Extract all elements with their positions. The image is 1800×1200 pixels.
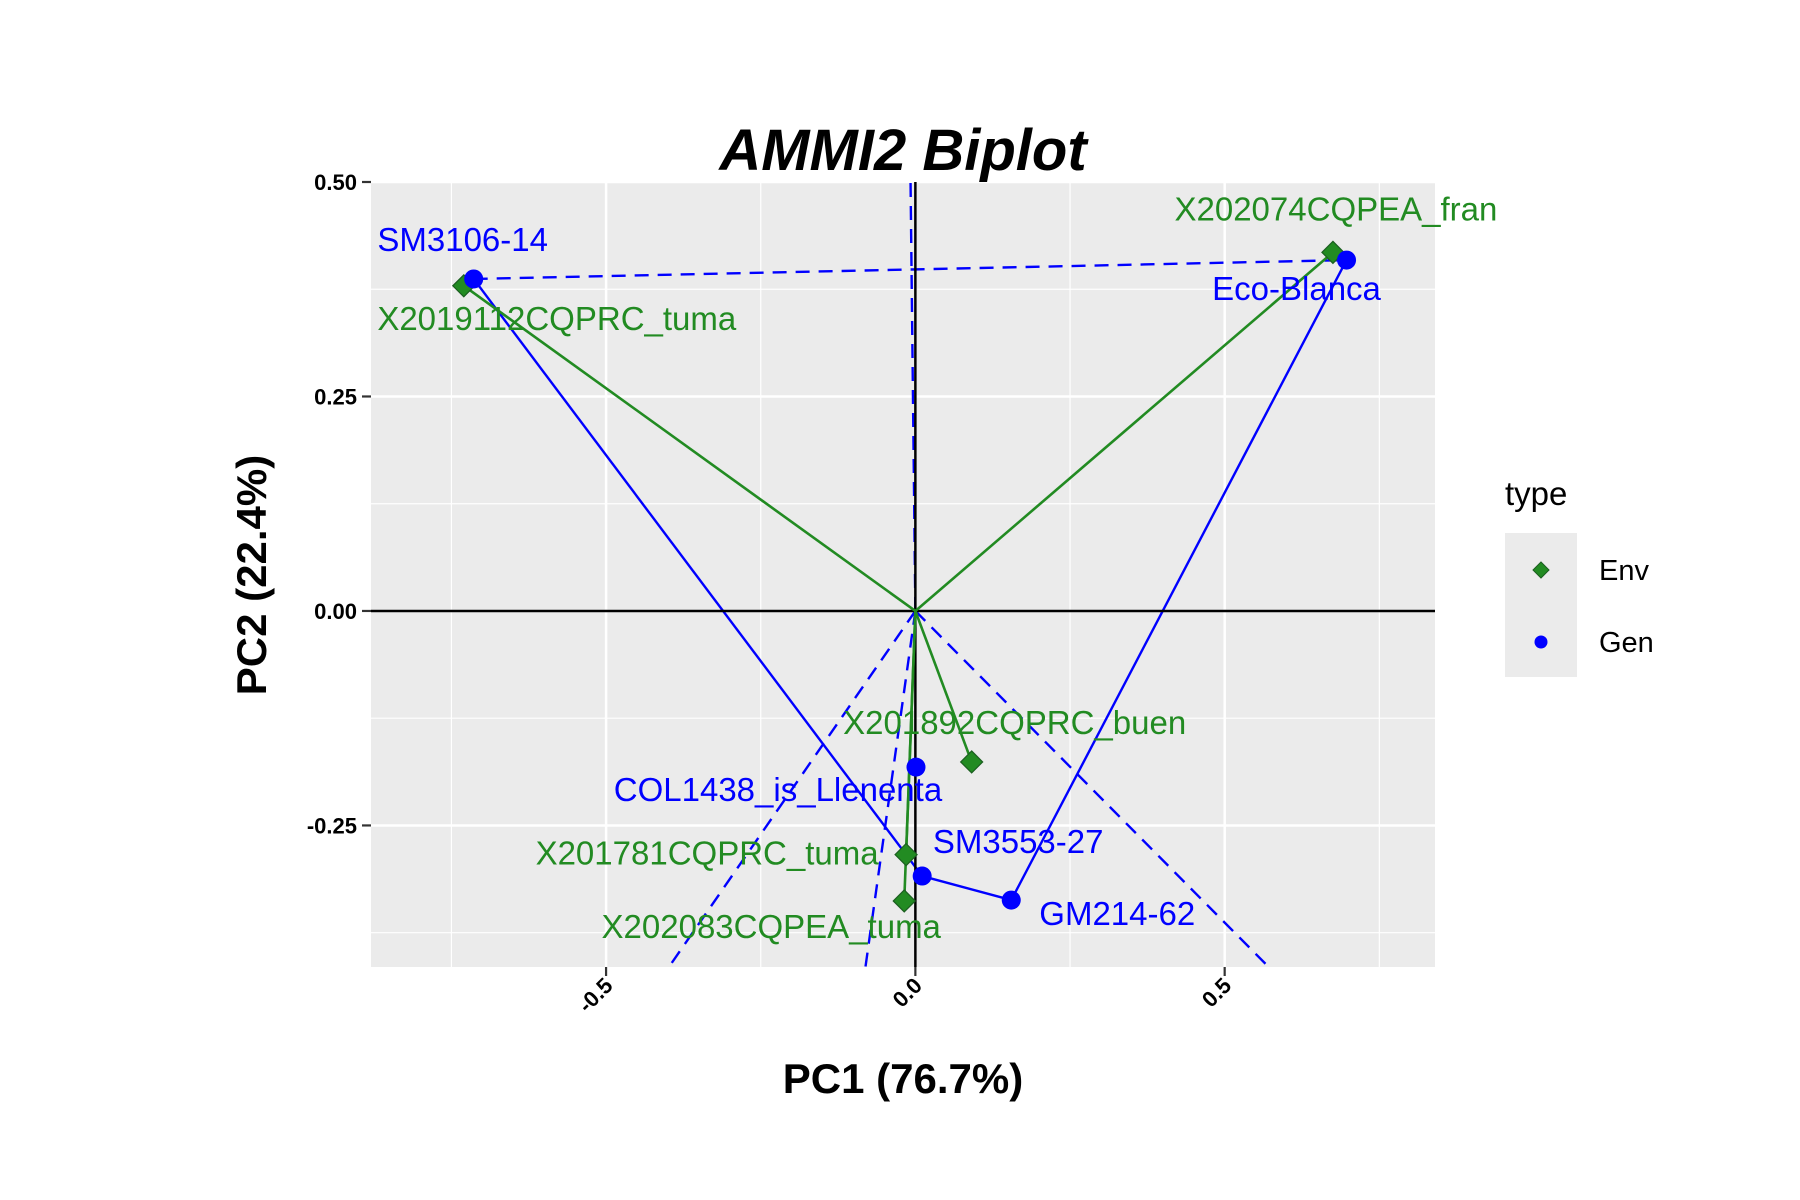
- legend-label: Env: [1599, 555, 1649, 587]
- environment-vectors: [463, 251, 1334, 901]
- gen-point-marker: [906, 757, 926, 777]
- env-vector: [463, 284, 917, 613]
- y-tick-label: 0.50: [314, 170, 357, 195]
- point-label: GM214-62: [1039, 895, 1195, 932]
- x-tick-label: -0.5: [573, 973, 617, 1017]
- gen-point-marker: [1337, 250, 1357, 270]
- point-label: Eco-Blanca: [1212, 270, 1381, 307]
- gen-point-marker: [912, 866, 932, 886]
- point-label: X202074CQPEA_fran: [1174, 190, 1497, 227]
- gen-point-marker: [464, 269, 484, 289]
- legend-label: Gen: [1599, 627, 1654, 659]
- y-tick-label: 0.00: [314, 599, 357, 624]
- origin-axes: [371, 182, 1435, 967]
- point-labels: X202074CQPEA_fran X2019112CQPRC_tuma X2018…: [377, 190, 1497, 945]
- minor-gridlines: [371, 182, 1435, 967]
- x-tick-label: 0.0: [888, 973, 927, 1012]
- chart-title: AMMI2 Biplot: [717, 118, 1089, 183]
- point-label: X2019112CQPRC_tuma: [377, 300, 737, 337]
- hull-edge: [473, 258, 1347, 281]
- gen-point-marker: [1001, 890, 1021, 910]
- point-label: X201781CQPRC_tuma: [536, 835, 880, 872]
- sector-ray: [914, 610, 1270, 968]
- plot-panel: [371, 182, 1435, 967]
- y-axis-title: PC2 (22.4%): [228, 455, 275, 695]
- point-label: SM3106-14: [377, 221, 548, 258]
- sector-ray: [667, 610, 917, 968]
- y-tick-label: -0.25: [307, 813, 357, 838]
- x-tick-label: 0.5: [1197, 973, 1236, 1012]
- point-label: X202083CQPEA_tuma: [602, 908, 942, 945]
- hull-edge: [921, 874, 1012, 902]
- point-label: COL1438_is_Llenenta: [614, 771, 943, 808]
- env-point-marker: [894, 842, 918, 867]
- env-vector: [914, 610, 973, 763]
- x-axis-ticks: -0.5 0.0 0.5: [573, 967, 1236, 1017]
- legend-title: type: [1505, 475, 1567, 512]
- legend-gen-key: [1534, 635, 1548, 649]
- legend: type Env Gen: [1505, 475, 1654, 677]
- legend-env-key: [1532, 561, 1550, 579]
- env-point-marker: [959, 750, 984, 774]
- sector-ray: [864, 610, 917, 968]
- y-tick-label: 0.25: [314, 384, 357, 409]
- y-axis-ticks: 0.50 0.25 0.00 -0.25: [307, 170, 371, 838]
- data-points: [451, 240, 1357, 913]
- hull-edge: [1010, 259, 1348, 901]
- hull-edge: [472, 278, 924, 877]
- legend-key-background: [1505, 533, 1577, 677]
- point-label: SM3553-27: [933, 823, 1104, 860]
- point-label: X201892CQPRC_buen: [843, 704, 1186, 741]
- env-point-marker: [892, 889, 917, 913]
- env-vector: [914, 251, 1334, 612]
- x-axis-title: PC1 (76.7%): [783, 1055, 1023, 1102]
